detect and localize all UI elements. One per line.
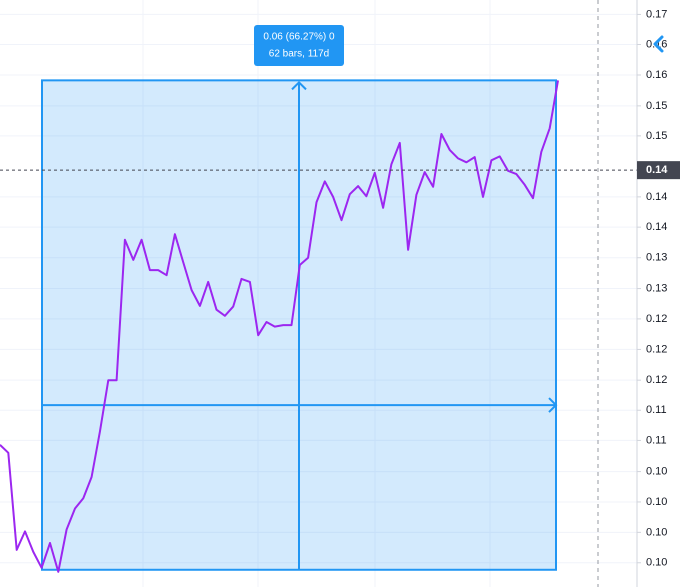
y-tick-label: 0.17 [646,8,667,20]
y-tick-label: 0.12 [646,374,667,386]
measure-arrow-head [291,80,307,91]
price-axis-labels: 0.10 0.10 0.10 0.10 0.11 0.11 0.12 0.12 0.12 0.13… [637,8,680,569]
scroll-icon [653,35,664,53]
plot [0,80,637,573]
price-axis [637,0,680,587]
measure-label-box [254,25,344,66]
price-line [0,80,559,573]
measure-bars: 62 bars, 117d [269,49,329,60]
y-tick-label: 0.10 [646,496,667,508]
y-tick-label: 0.15 [646,130,667,142]
y-tick-label: 0.15 [646,100,667,112]
measure-tool: 0.06 (66.27%) 0 62 bars, 117d [41,25,558,571]
y-tick-label: 0.11 [646,434,667,446]
grid [0,13,637,564]
y-tick-label: 0.13 [646,282,667,294]
y-tick-label: 0.10 [646,526,667,538]
y-tick-label: 0.16 [646,69,667,81]
y-tick-label: 0.13 [646,252,667,264]
measure-label: 0.06 (66.27%) 0 [263,32,335,43]
y-tick-label: 0.14 [646,221,667,233]
y-tick-label: 0.10 [646,557,667,569]
y-tick-label: 0.12 [646,313,667,325]
vertical-grid [142,0,491,587]
y-tick-label: 0.14 [646,191,667,203]
measure-arrow-head [548,397,558,413]
current-price-marker [637,161,680,180]
y-tick-label: 0.10 [646,465,667,477]
y-tick-label: 0.11 [646,404,667,416]
y-tick-label: 0.12 [646,343,667,355]
current-price-label: 0.14 [646,164,668,176]
